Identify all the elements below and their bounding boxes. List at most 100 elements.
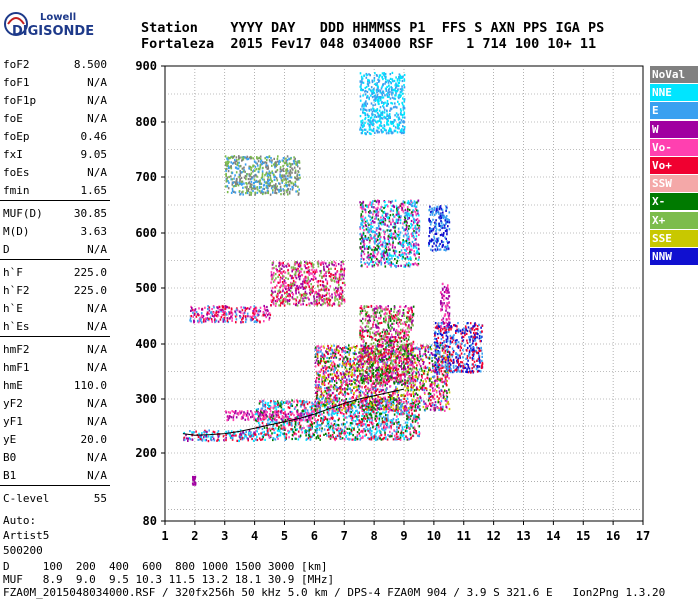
data-point: [369, 357, 372, 360]
data-point: [384, 377, 386, 380]
data-point: [333, 365, 336, 368]
data-point: [349, 432, 351, 435]
data-point: [392, 365, 394, 369]
data-point: [319, 409, 321, 412]
data-point: [388, 340, 390, 343]
data-point: [359, 374, 362, 377]
data-point: [379, 322, 381, 325]
data-point: [401, 353, 403, 356]
data-point: [410, 360, 413, 363]
data-point: [379, 360, 382, 363]
data-point: [357, 374, 359, 378]
data-point: [459, 345, 462, 348]
data-point: [197, 438, 199, 441]
data-point: [424, 409, 426, 412]
data-point: [396, 380, 398, 383]
data-point: [382, 411, 384, 414]
data-point: [396, 373, 399, 377]
data-point: [284, 418, 287, 421]
data-point: [218, 308, 221, 311]
data-point: [249, 315, 251, 318]
data-point: [373, 334, 376, 337]
data-point: [346, 384, 349, 387]
data-point: [454, 341, 457, 345]
data-point: [463, 330, 466, 333]
data-point: [316, 384, 318, 387]
data-point: [408, 352, 410, 355]
data-point: [460, 332, 462, 335]
data-point: [371, 429, 373, 433]
data-point: [308, 435, 311, 438]
data-point: [326, 434, 328, 437]
data-point: [371, 396, 373, 399]
data-point: [350, 429, 353, 432]
data-point: [379, 385, 381, 388]
data-point: [347, 410, 350, 413]
data-point: [343, 346, 346, 349]
data-point: [271, 427, 273, 430]
data-point: [369, 332, 371, 335]
data-point: [413, 409, 416, 412]
data-point: [372, 342, 375, 345]
data-point: [407, 361, 409, 364]
data-point: [377, 398, 379, 401]
data-point: [304, 409, 306, 412]
data-point: [361, 355, 364, 358]
data-point: [321, 422, 323, 425]
data-point: [450, 369, 452, 372]
data-point: [344, 366, 347, 369]
data-point: [381, 417, 384, 420]
data-point: [215, 319, 218, 322]
data-point: [449, 362, 451, 365]
data-point: [326, 347, 328, 351]
data-point: [241, 436, 244, 440]
data-point: [405, 333, 408, 336]
data-point: [469, 338, 471, 341]
data-point: [272, 437, 274, 440]
data-point: [349, 397, 351, 400]
data-point: [329, 388, 331, 391]
data-point: [330, 362, 333, 365]
data-point: [336, 398, 338, 401]
data-point: [331, 407, 334, 410]
data-point: [407, 355, 409, 358]
data-point: [443, 331, 445, 334]
data-point: [471, 328, 473, 331]
data-point: [374, 408, 376, 411]
data-point: [418, 417, 421, 420]
data-point: [257, 419, 259, 422]
data-point: [352, 367, 355, 370]
data-point: [476, 352, 479, 355]
data-point: [328, 400, 330, 403]
data-point: [372, 409, 374, 412]
data-point: [323, 382, 325, 385]
data-point: [417, 371, 420, 374]
data-point: [384, 315, 387, 318]
data-point: [371, 331, 374, 334]
data-point: [478, 354, 480, 357]
data-point: [367, 320, 370, 323]
data-point: [359, 351, 362, 354]
data-point: [324, 379, 326, 382]
data-point: [323, 383, 326, 386]
data-point: [295, 433, 298, 436]
data-point: [389, 394, 391, 397]
data-point: [468, 345, 471, 348]
data-point: [356, 386, 358, 389]
data-point: [393, 409, 395, 412]
data-point: [252, 434, 254, 437]
data-point: [436, 327, 438, 330]
data-point: [368, 437, 371, 441]
data-point: [378, 357, 381, 361]
data-point: [326, 418, 329, 421]
data-point: [472, 363, 474, 366]
data-point: [342, 349, 344, 352]
data-point: [266, 426, 268, 429]
data-point: [373, 437, 376, 440]
data-point: [343, 430, 346, 433]
data-point: [403, 412, 405, 415]
data-point: [395, 366, 398, 369]
data-point: [183, 437, 185, 440]
data-point: [291, 404, 294, 407]
data-point: [386, 379, 388, 382]
